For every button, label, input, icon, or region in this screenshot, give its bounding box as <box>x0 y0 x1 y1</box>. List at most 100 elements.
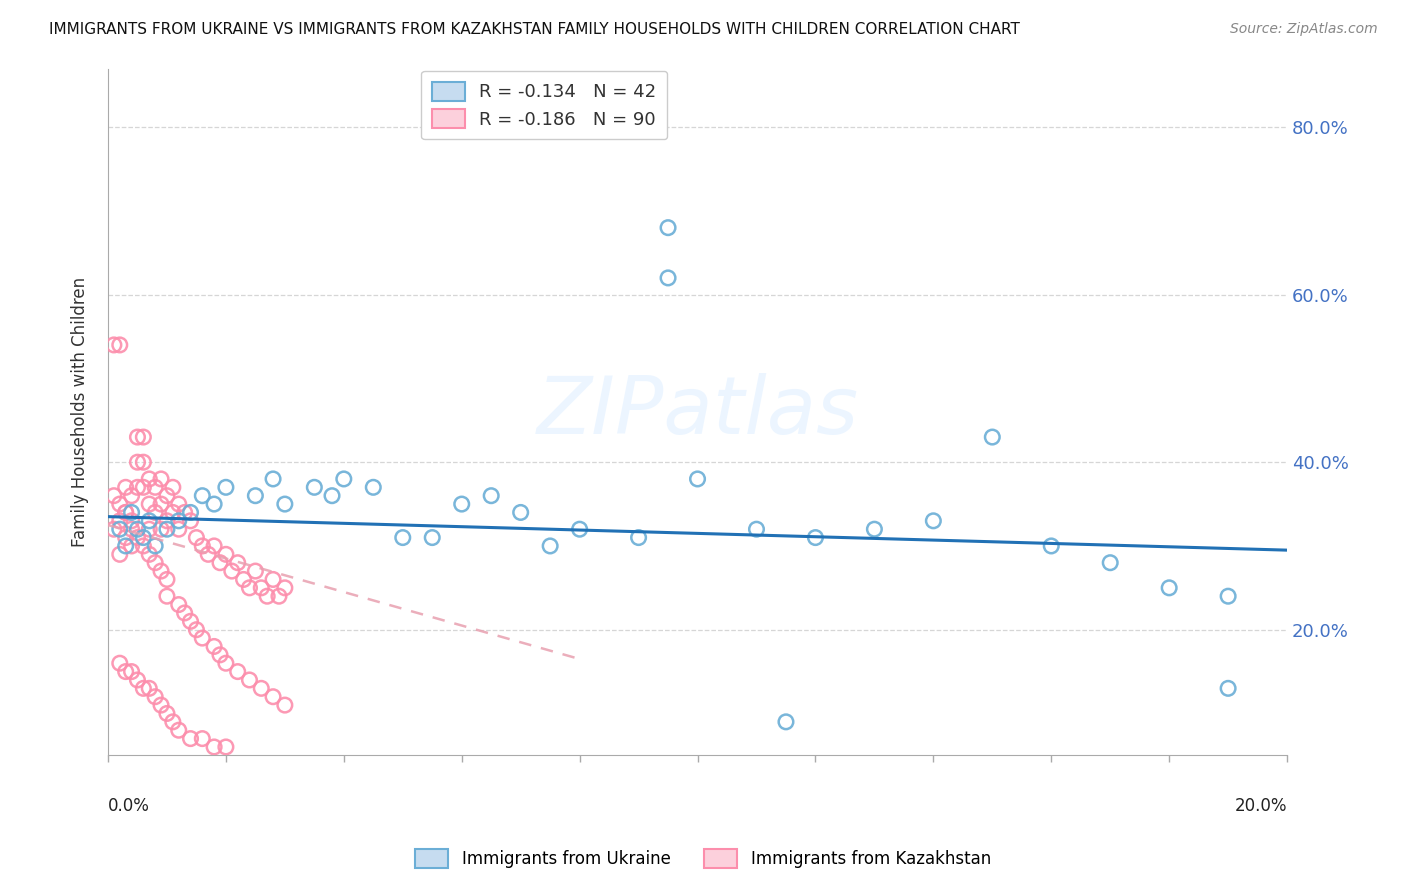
Point <box>156 589 179 603</box>
Point <box>180 505 202 519</box>
Text: IMMIGRANTS FROM UKRAINE VS IMMIGRANTS FROM KAZAKHSTAN FAMILY HOUSEHOLDS WITH CHI: IMMIGRANTS FROM UKRAINE VS IMMIGRANTS FR… <box>49 22 1021 37</box>
Point <box>150 522 173 536</box>
Text: 0.0%: 0.0% <box>108 797 150 814</box>
Point <box>304 480 326 494</box>
Point <box>103 522 125 536</box>
Point <box>1216 589 1239 603</box>
Point <box>509 505 531 519</box>
Point <box>420 531 443 545</box>
Point <box>167 497 190 511</box>
Point <box>132 455 155 469</box>
Point <box>238 581 260 595</box>
Point <box>127 480 149 494</box>
Point <box>657 271 679 285</box>
Point <box>180 615 202 629</box>
Point <box>262 690 284 704</box>
Point <box>262 573 284 587</box>
Point <box>138 522 160 536</box>
Y-axis label: Family Households with Children: Family Households with Children <box>72 277 89 547</box>
Point <box>138 472 160 486</box>
Point <box>127 522 149 536</box>
Point <box>138 497 160 511</box>
Point <box>132 480 155 494</box>
Point <box>132 681 155 696</box>
Text: 20.0%: 20.0% <box>1234 797 1286 814</box>
Point <box>167 522 190 536</box>
Point <box>450 497 472 511</box>
Point <box>226 665 249 679</box>
Point <box>150 472 173 486</box>
Point <box>686 472 709 486</box>
Point <box>138 514 160 528</box>
Point <box>262 472 284 486</box>
Point <box>804 531 827 545</box>
Point <box>627 531 650 545</box>
Point <box>245 489 267 503</box>
Point <box>162 505 184 519</box>
Point <box>180 514 202 528</box>
Point <box>333 472 356 486</box>
Point <box>143 690 166 704</box>
Point <box>121 505 143 519</box>
Point <box>114 539 136 553</box>
Point <box>202 640 225 654</box>
Point <box>173 505 195 519</box>
Point <box>186 531 208 545</box>
Point <box>132 531 155 545</box>
Point <box>114 531 136 545</box>
Point <box>143 556 166 570</box>
Point <box>186 623 208 637</box>
Point <box>103 489 125 503</box>
Point <box>256 589 278 603</box>
Point <box>167 723 190 738</box>
Point <box>156 514 179 528</box>
Point <box>775 714 797 729</box>
Point <box>232 573 254 587</box>
Point <box>208 648 231 662</box>
Point <box>108 657 131 671</box>
Point <box>238 673 260 687</box>
Point <box>274 698 297 712</box>
Point <box>981 430 1004 444</box>
Point <box>191 539 214 553</box>
Legend: Immigrants from Ukraine, Immigrants from Kazakhstan: Immigrants from Ukraine, Immigrants from… <box>408 843 998 875</box>
Point <box>250 681 273 696</box>
Point <box>1040 539 1063 553</box>
Point <box>215 480 238 494</box>
Point <box>221 564 243 578</box>
Point <box>156 706 179 721</box>
Point <box>121 522 143 536</box>
Point <box>127 673 149 687</box>
Point <box>657 220 679 235</box>
Point <box>138 547 160 561</box>
Point <box>108 497 131 511</box>
Point <box>745 522 768 536</box>
Point <box>156 522 179 536</box>
Point <box>208 556 231 570</box>
Point <box>132 539 155 553</box>
Point <box>150 497 173 511</box>
Point <box>215 547 238 561</box>
Point <box>156 489 179 503</box>
Point <box>215 657 238 671</box>
Text: Source: ZipAtlas.com: Source: ZipAtlas.com <box>1230 22 1378 37</box>
Point <box>274 581 297 595</box>
Point <box>150 698 173 712</box>
Point <box>361 480 384 494</box>
Point <box>479 489 502 503</box>
Point <box>156 573 179 587</box>
Point <box>127 455 149 469</box>
Point <box>191 489 214 503</box>
Point <box>191 631 214 645</box>
Point <box>108 522 131 536</box>
Point <box>1159 581 1181 595</box>
Point <box>103 338 125 352</box>
Point <box>162 480 184 494</box>
Point <box>114 665 136 679</box>
Point <box>108 514 131 528</box>
Point <box>162 714 184 729</box>
Point <box>538 539 561 553</box>
Point <box>202 539 225 553</box>
Point <box>274 497 297 511</box>
Point <box>143 480 166 494</box>
